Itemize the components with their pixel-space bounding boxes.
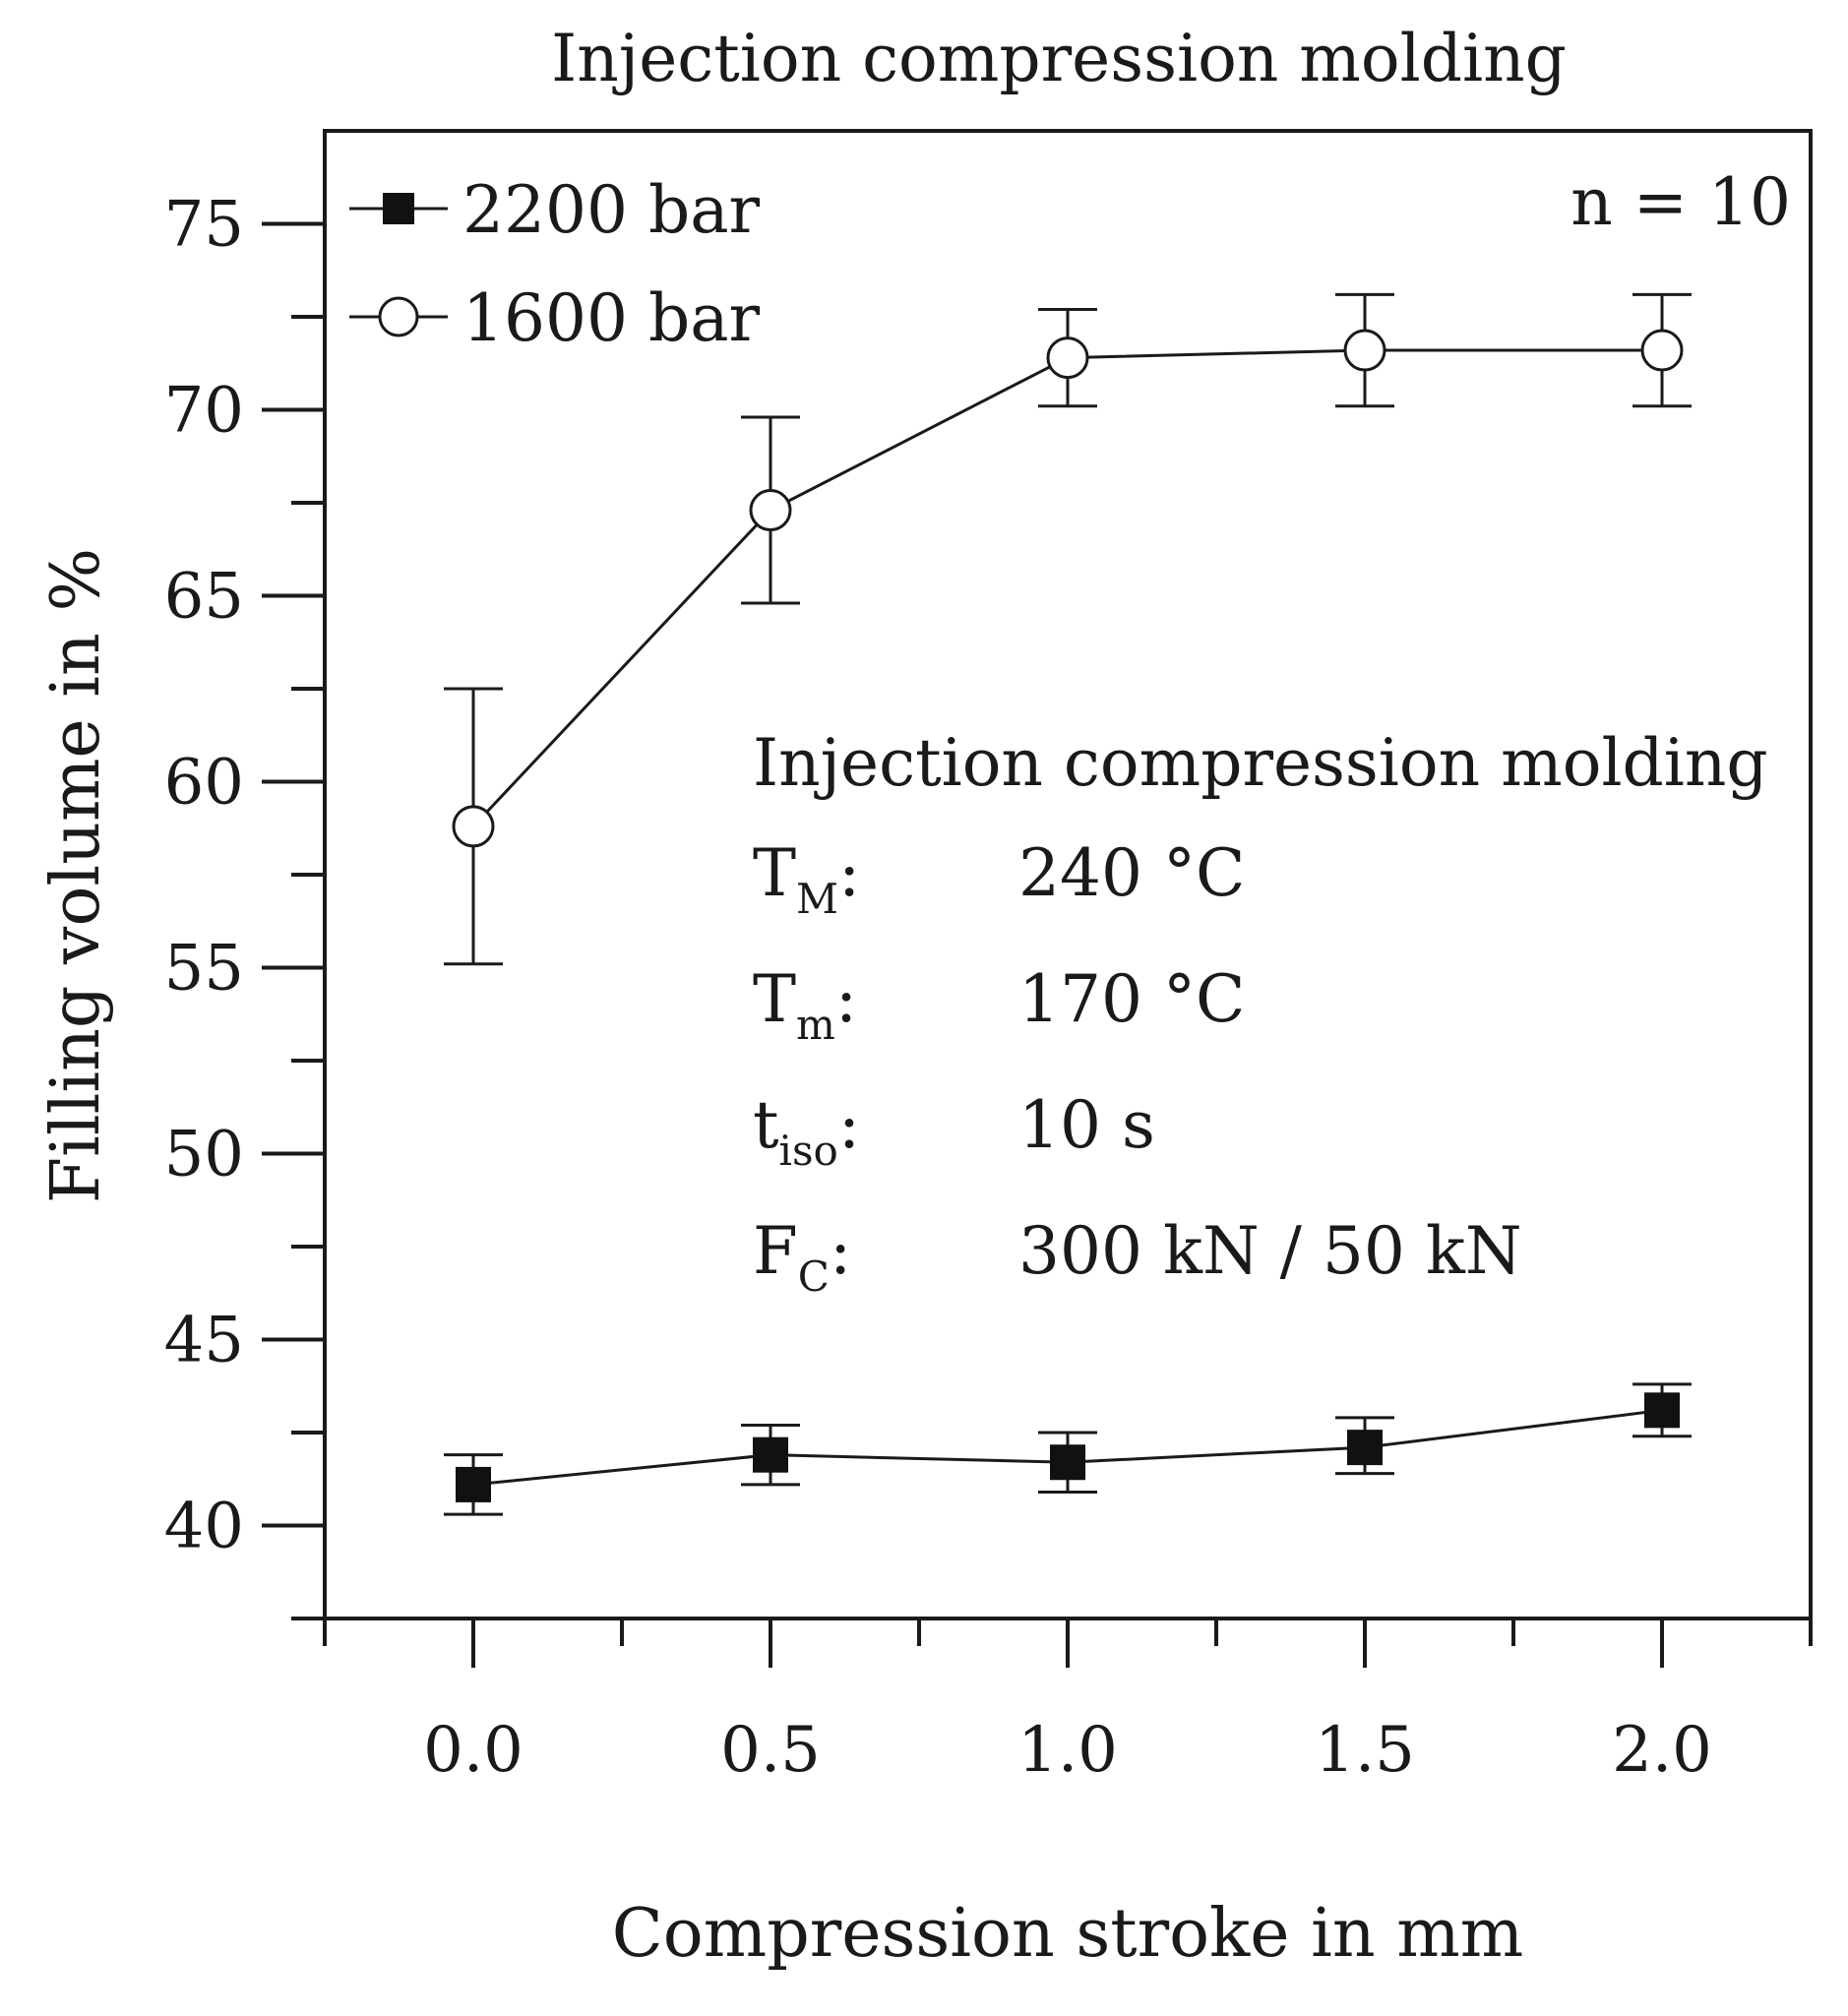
data-point-1600-bar xyxy=(1640,329,1684,372)
data-point-2200-bar xyxy=(1644,1392,1680,1429)
data-point-1600-bar xyxy=(1343,329,1386,372)
y-tick-label: 65 xyxy=(164,561,244,634)
x-tick-label: 0.0 xyxy=(423,1714,524,1787)
y-axis: 40 45 50 55 60 65 70 75 xyxy=(164,189,325,1620)
y-axis-label: Filling volume in % xyxy=(37,548,115,1203)
data-point-1600-bar xyxy=(749,489,792,532)
x-tick-label: 0.5 xyxy=(720,1714,821,1787)
param-label-mold-temperature: Tm: xyxy=(753,961,857,1049)
series-2200-bar xyxy=(444,1382,1692,1516)
data-point-2200-bar xyxy=(1050,1444,1085,1481)
legend-entry-2200-bar: 2200 bar xyxy=(349,172,761,248)
x-axis: 0.0 0.5 1.0 1.5 2.0 xyxy=(323,1619,1813,1787)
y-tick-label: 75 xyxy=(164,189,244,262)
x-axis-label: Compression stroke in mm xyxy=(612,1895,1523,1973)
param-label-melt-temperature: TM: xyxy=(753,835,860,923)
data-point-2200-bar xyxy=(1347,1430,1383,1466)
data-point-2200-bar xyxy=(753,1436,788,1473)
param-label-isothermal-time: tiso: xyxy=(753,1087,860,1175)
x-tick-label: 2.0 xyxy=(1612,1714,1712,1787)
y-tick-label: 45 xyxy=(164,1305,244,1377)
x-tick-label: 1.0 xyxy=(1017,1714,1118,1787)
legend-marker-1600-bar xyxy=(378,296,419,337)
parameter-annotation: Injection compression molding TM: 240 °C… xyxy=(753,725,1768,1301)
legend-label-1600-bar: 1600 bar xyxy=(462,280,761,356)
legend: 2200 bar 1600 bar xyxy=(349,172,761,356)
y-tick-label: 40 xyxy=(164,1491,244,1563)
sample-count-annotation: n = 10 xyxy=(1571,164,1791,240)
param-value-isothermal-time: 10 s xyxy=(1018,1087,1155,1163)
series-1600-bar xyxy=(444,292,1692,966)
y-tick-label: 55 xyxy=(164,933,244,1006)
data-point-1600-bar xyxy=(1046,336,1089,380)
param-value-clamping-force: 300 kN / 50 kN xyxy=(1018,1213,1522,1289)
chart-title: Injection compression molding xyxy=(551,21,1567,96)
y-tick-label: 70 xyxy=(164,375,244,448)
parameter-box-title: Injection compression molding xyxy=(753,725,1768,801)
param-value-mold-temperature: 170 °C xyxy=(1018,961,1245,1037)
x-tick-label: 1.5 xyxy=(1315,1714,1415,1787)
legend-marker-2200-bar xyxy=(383,193,414,224)
param-label-clamping-force: FC: xyxy=(753,1213,851,1301)
data-point-1600-bar xyxy=(452,805,495,848)
data-point-2200-bar xyxy=(456,1466,491,1502)
param-value-melt-temperature: 240 °C xyxy=(1018,835,1245,911)
y-tick-label: 50 xyxy=(164,1119,244,1191)
y-tick-label: 60 xyxy=(164,747,244,820)
legend-label-2200-bar: 2200 bar xyxy=(462,172,761,248)
legend-entry-1600-bar: 1600 bar xyxy=(349,280,761,356)
series-layer xyxy=(444,292,1692,1516)
